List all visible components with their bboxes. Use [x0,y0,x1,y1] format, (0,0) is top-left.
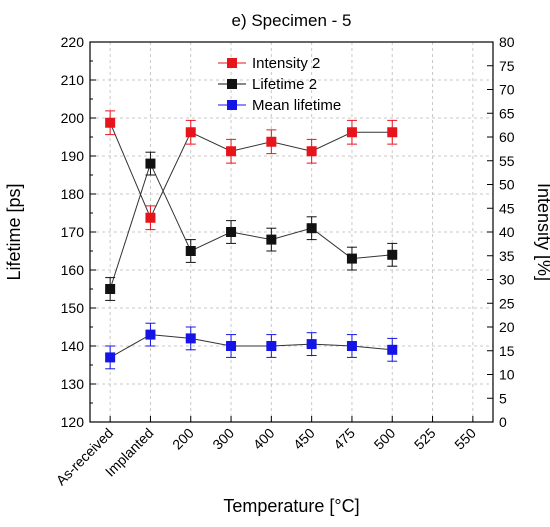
legend-marker [227,100,237,110]
data-point [145,212,156,223]
data-point [266,234,277,245]
right-tick-label: 35 [499,248,515,264]
right-tick-label: 50 [499,177,515,193]
x-tick-label: 500 [371,425,399,453]
data-point [185,246,196,256]
left-tick-label: 190 [61,148,85,164]
chart-title: e) Specimen - 5 [232,11,352,30]
right-tick-label: 75 [499,58,515,74]
right-tick-label: 80 [499,34,515,50]
left-tick-label: 220 [61,34,85,50]
right-tick-label: 40 [499,224,515,240]
right-tick-label: 30 [499,272,515,288]
left-tick-label: 200 [61,110,85,126]
legend-label: Intensity 2 [252,55,320,72]
data-point [226,227,237,237]
data-point [306,339,317,350]
left-axis-ticks: 120 130 140 150 160 170 180 190 200 210 220 [61,34,96,430]
series-line [109,122,393,219]
x-tick-label: 450 [290,425,318,453]
right-tick-label: 45 [499,200,515,216]
left-tick-label: 150 [61,300,85,316]
data-point [387,127,398,138]
left-tick-label: 130 [61,376,85,392]
data-point [226,146,237,157]
left-tick-label: 120 [61,414,85,430]
data-point [306,146,317,157]
data-point [105,284,116,294]
series-markers [105,117,398,363]
y-axis-left-title: Lifetime [ps] [4,183,24,280]
series-line [109,162,393,290]
data-point [105,352,116,363]
grid-layer [90,42,493,422]
x-tick-label: As-received [53,425,117,489]
legend: Intensity 2 Lifetime 2 Mean lifetime [218,55,341,114]
legend-marker [227,58,237,68]
data-point [185,127,196,138]
data-point [105,117,116,128]
series-lines [109,122,393,358]
right-tick-label: 0 [499,414,507,430]
data-point [387,249,398,260]
data-point [145,158,156,169]
data-point [145,329,156,340]
x-tick-label: 525 [411,425,439,453]
right-tick-label: 65 [499,105,515,121]
x-tick-label: 550 [451,425,479,453]
x-axis-title: Temperature [°C] [223,496,359,516]
x-tick-label: 300 [209,425,237,453]
right-tick-label: 15 [499,343,515,359]
right-tick-label: 55 [499,153,515,169]
data-point [346,341,357,351]
left-tick-label: 170 [61,224,85,240]
data-point [226,341,237,351]
data-point [306,223,317,234]
x-tick-label: 200 [169,425,197,453]
legend-label: Lifetime 2 [252,76,317,93]
x-tick-label: 400 [250,425,278,453]
right-tick-label: 10 [499,367,515,383]
data-point [266,341,277,351]
left-tick-label: 160 [61,262,85,278]
data-point [346,127,357,138]
y-axis-right-title: Intensity [%] [534,183,550,281]
right-tick-label: 25 [499,295,515,311]
data-point [266,136,277,147]
right-axis-ticks: 0 5 10 15 20 25 30 35 40 45 50 55 60 65 70 75 80 [487,34,515,430]
right-tick-label: 5 [499,390,507,406]
x-tick-label: 475 [330,425,358,453]
right-tick-label: 60 [499,129,515,145]
series-line [109,334,393,358]
right-tick-label: 70 [499,82,515,98]
data-point [185,333,196,344]
left-tick-label: 180 [61,186,85,202]
left-tick-label: 140 [61,338,85,354]
legend-label: Mean lifetime [252,97,341,114]
left-tick-label: 210 [61,72,85,88]
right-tick-label: 20 [499,319,515,335]
data-point [387,344,398,355]
data-point [346,253,357,264]
legend-marker [227,79,237,89]
